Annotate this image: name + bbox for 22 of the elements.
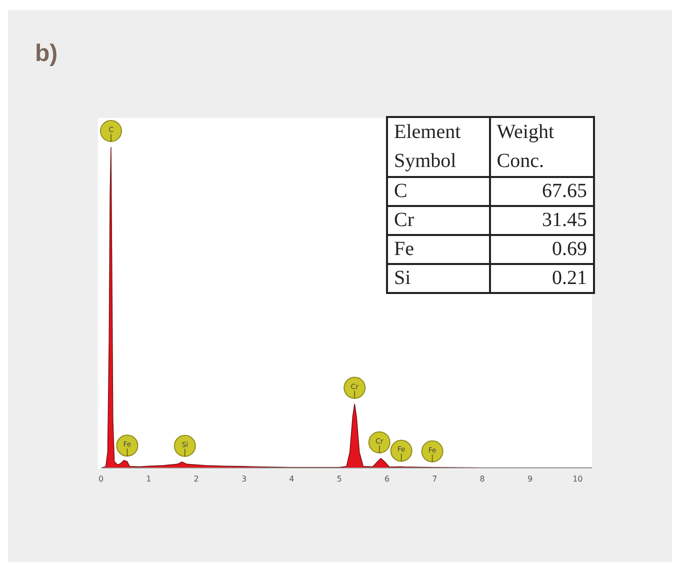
x-tick-label: 8 [480, 474, 485, 484]
annotation: Fe [387, 235, 490, 264]
x-tick-label: 9 [527, 474, 533, 484]
annotation: 0.69 [490, 235, 594, 264]
x-tick-label: 7 [432, 474, 438, 484]
x-tick-label: 0 [98, 474, 104, 484]
annotation: Cr [387, 206, 490, 235]
chart-title: b) [35, 40, 58, 68]
x-tick-label: 3 [241, 474, 247, 484]
annotation: 67.65 [490, 177, 594, 206]
x-tick-label: 5 [336, 474, 342, 484]
annotation: 0.21 [490, 264, 594, 293]
annotation: 31.45 [490, 206, 594, 235]
annotation: C [387, 177, 490, 206]
x-tick-label: 2 [194, 474, 199, 484]
annotation: Element Symbol [387, 117, 490, 177]
x-tick-label: 6 [384, 474, 390, 484]
x-tick-label: 10 [572, 474, 583, 484]
annotation: Si [387, 264, 490, 293]
x-tick-label: 4 [289, 474, 294, 484]
annotation: Weight Conc. [490, 117, 594, 177]
x-tick-label: 1 [146, 474, 152, 484]
